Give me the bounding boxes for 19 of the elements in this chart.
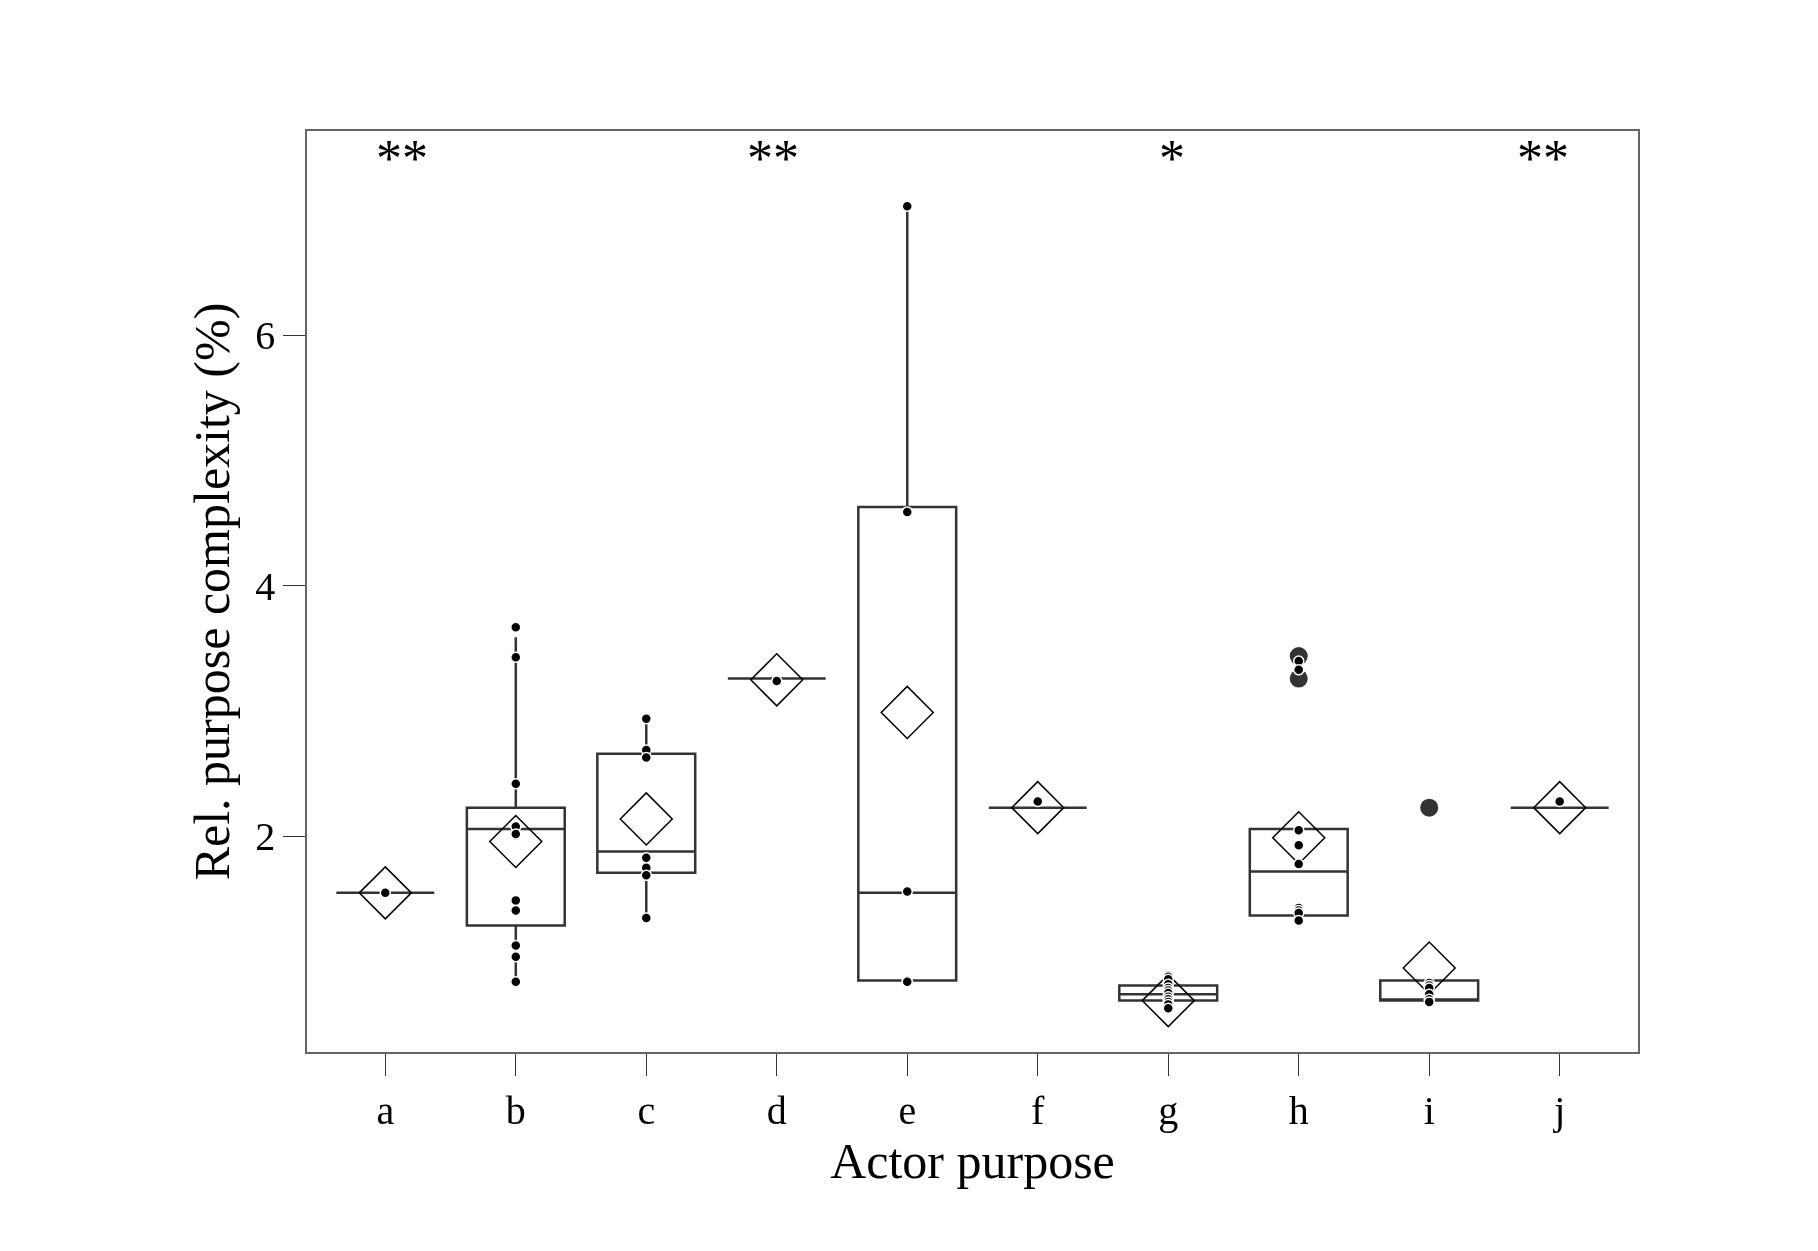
x-tick-label: b	[505, 1087, 526, 1133]
y-tick-label: 2	[255, 814, 276, 860]
y-tick-label: 6	[255, 313, 276, 359]
annotation: **	[1517, 130, 1569, 187]
y-axis-title: Rel. purpose complexity (%)	[183, 302, 240, 881]
x-tick-label: g	[1158, 1087, 1179, 1133]
annotation: **	[376, 130, 428, 187]
x-tick-label: e	[898, 1087, 917, 1133]
x-tick-label: f	[1031, 1087, 1046, 1133]
x-tick-label: i	[1423, 1087, 1435, 1133]
x-axis-title: Actor purpose	[830, 1132, 1115, 1189]
y-tick-label: 4	[255, 563, 276, 609]
x-tick-label: d	[766, 1087, 787, 1133]
x-tick-label: c	[637, 1087, 656, 1133]
x-tick-label: j	[1552, 1087, 1566, 1133]
annotation: **	[747, 130, 799, 187]
x-tick-label: h	[1288, 1087, 1309, 1133]
annotation: *	[1159, 130, 1185, 187]
x-tick-label: a	[376, 1087, 395, 1133]
